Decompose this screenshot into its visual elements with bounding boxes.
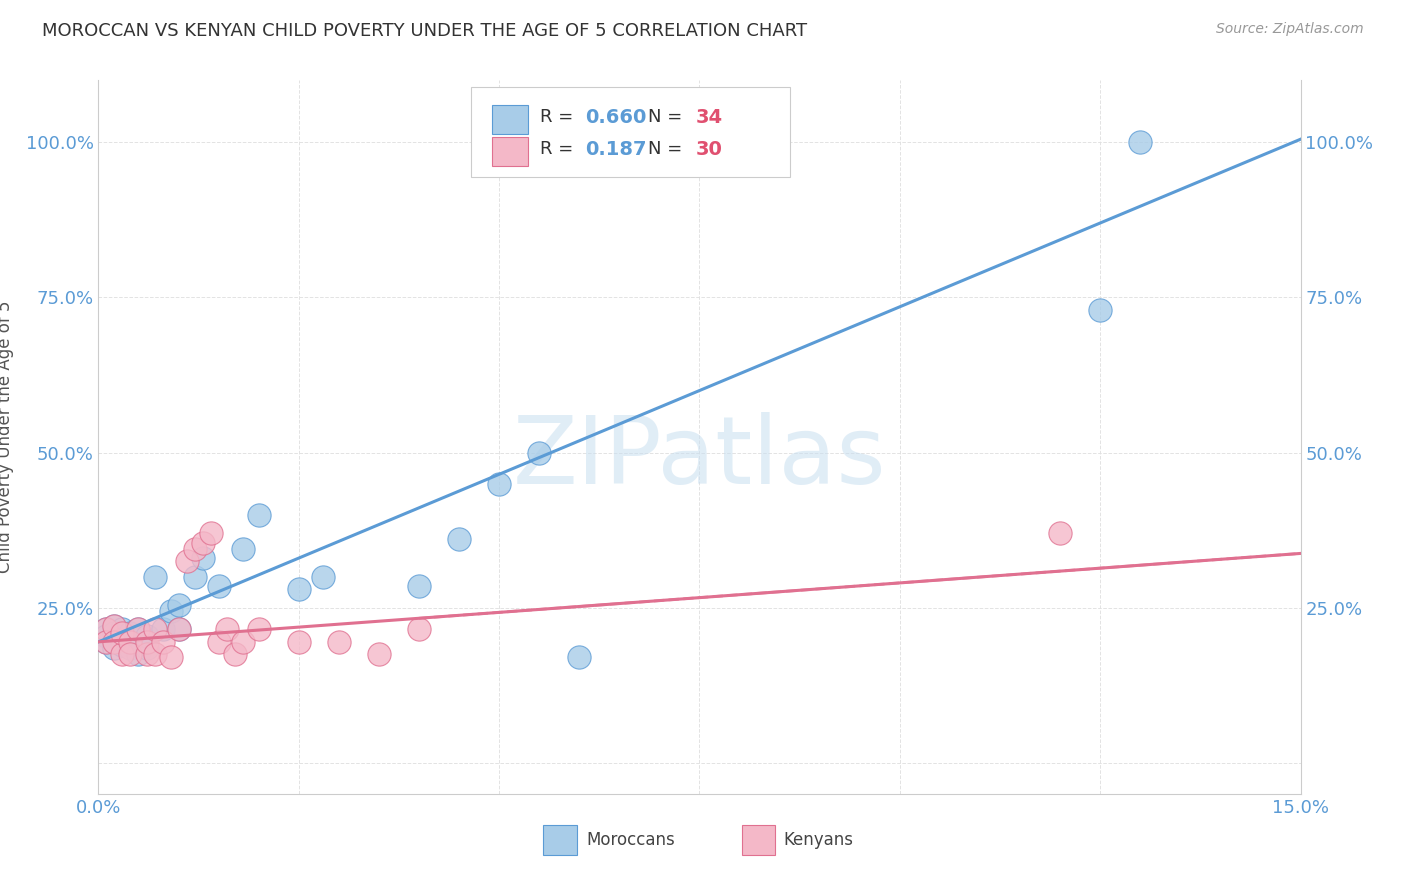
Y-axis label: Child Poverty Under the Age of 5: Child Poverty Under the Age of 5 xyxy=(0,301,14,574)
Point xyxy=(288,582,311,596)
Point xyxy=(232,541,254,556)
Point xyxy=(120,647,142,661)
Point xyxy=(96,623,118,637)
FancyBboxPatch shape xyxy=(741,824,775,855)
Point xyxy=(103,641,125,656)
Point xyxy=(447,533,470,547)
Point xyxy=(96,623,118,637)
Text: N =: N = xyxy=(648,141,688,159)
Point xyxy=(103,635,125,649)
Point xyxy=(111,625,134,640)
Point xyxy=(1049,526,1071,541)
Point xyxy=(111,623,134,637)
Point xyxy=(135,635,157,649)
Point xyxy=(128,623,150,637)
Point xyxy=(408,579,430,593)
Point xyxy=(111,632,134,646)
Text: 0.187: 0.187 xyxy=(585,140,647,159)
Point xyxy=(200,526,222,541)
Point xyxy=(408,623,430,637)
Text: Moroccans: Moroccans xyxy=(586,830,675,848)
Point xyxy=(135,647,157,661)
Point xyxy=(167,623,190,637)
Point xyxy=(215,623,238,637)
Point xyxy=(224,647,246,661)
Point xyxy=(191,535,214,549)
Point xyxy=(232,635,254,649)
Point xyxy=(128,647,150,661)
Point xyxy=(103,619,125,633)
Point xyxy=(143,623,166,637)
Point xyxy=(208,579,231,593)
Text: R =: R = xyxy=(540,141,585,159)
Point xyxy=(111,647,134,661)
Point xyxy=(135,641,157,656)
Point xyxy=(120,625,142,640)
FancyBboxPatch shape xyxy=(492,137,527,166)
Point xyxy=(1088,302,1111,317)
FancyBboxPatch shape xyxy=(471,87,790,177)
Point xyxy=(288,635,311,649)
Text: Kenyans: Kenyans xyxy=(783,830,853,848)
Text: 34: 34 xyxy=(696,108,723,127)
Point xyxy=(103,619,125,633)
Point xyxy=(152,635,174,649)
Point xyxy=(96,629,118,643)
Point xyxy=(529,445,551,459)
Text: 0.660: 0.660 xyxy=(585,108,647,127)
Point xyxy=(368,647,391,661)
Point xyxy=(120,641,142,656)
Point xyxy=(111,638,134,652)
Point xyxy=(183,541,205,556)
Point xyxy=(191,551,214,566)
Point xyxy=(120,635,142,649)
Point xyxy=(568,650,591,665)
Point xyxy=(312,570,335,584)
FancyBboxPatch shape xyxy=(543,824,576,855)
Point xyxy=(159,604,181,618)
Point xyxy=(176,554,198,568)
Point xyxy=(208,635,231,649)
Point xyxy=(183,570,205,584)
Text: R =: R = xyxy=(540,109,579,127)
Point xyxy=(143,570,166,584)
Point xyxy=(167,623,190,637)
Point xyxy=(96,635,118,649)
Point xyxy=(103,625,125,640)
Point xyxy=(247,508,270,522)
FancyBboxPatch shape xyxy=(492,105,527,134)
Text: Source: ZipAtlas.com: Source: ZipAtlas.com xyxy=(1216,22,1364,37)
Text: 30: 30 xyxy=(696,140,723,159)
Point xyxy=(247,623,270,637)
Point xyxy=(135,629,157,643)
Text: MOROCCAN VS KENYAN CHILD POVERTY UNDER THE AGE OF 5 CORRELATION CHART: MOROCCAN VS KENYAN CHILD POVERTY UNDER T… xyxy=(42,22,807,40)
Point xyxy=(488,476,510,491)
Point xyxy=(96,635,118,649)
Point xyxy=(328,635,350,649)
Point xyxy=(143,647,166,661)
Point xyxy=(152,623,174,637)
Text: N =: N = xyxy=(648,109,688,127)
Text: ZIPatlas: ZIPatlas xyxy=(513,412,886,505)
Point xyxy=(128,623,150,637)
Point xyxy=(159,650,181,665)
Point xyxy=(167,598,190,612)
Point xyxy=(1129,136,1152,150)
